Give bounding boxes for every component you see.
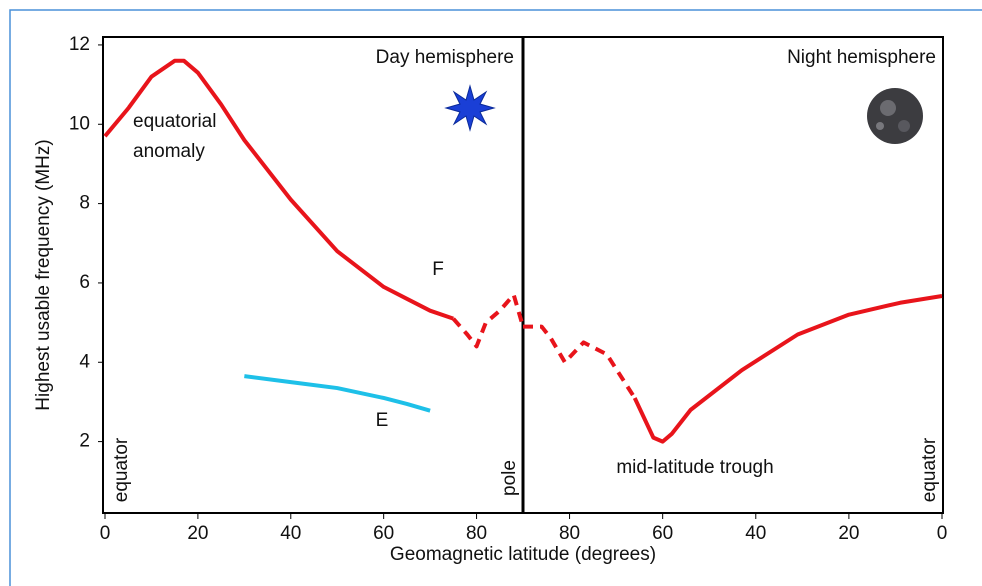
y-tick-label: 4 — [79, 351, 90, 372]
y-tick-label: 10 — [69, 113, 90, 134]
y-axis-label: Highest usable frequency (MHz) — [33, 139, 54, 410]
x-tick-label: 60 — [652, 523, 673, 544]
annotation: equator — [919, 437, 940, 502]
series-line — [103, 58, 454, 321]
series-label: F — [432, 259, 444, 280]
x-axis-label: Geomagnetic latitude (degrees) — [390, 544, 656, 565]
frame — [9, 9, 982, 586]
series-line — [632, 294, 943, 444]
y-tick-label: 8 — [79, 193, 90, 214]
y-tick-label: 12 — [69, 34, 90, 55]
series-line — [244, 374, 431, 413]
annotation: equatorial — [133, 111, 216, 132]
panel-title: Night hemisphere — [787, 47, 936, 68]
series-line — [451, 292, 525, 349]
annotation: mid-latitude trough — [616, 457, 773, 478]
series-label: E — [376, 410, 389, 431]
x-tick-label: 0 — [937, 523, 948, 544]
x-tick-label: 80 — [466, 523, 487, 544]
y-tick-label: 6 — [79, 272, 90, 293]
series-line — [523, 324, 637, 400]
moon-icon — [867, 88, 923, 144]
x-tick-label: 0 — [100, 523, 111, 544]
sun-icon — [444, 84, 496, 132]
x-tick-label: 60 — [373, 523, 394, 544]
annotation: pole — [499, 460, 520, 496]
x-tick-label: 20 — [187, 523, 208, 544]
x-tick-label: 40 — [280, 523, 301, 544]
x-tick-label: 20 — [838, 523, 859, 544]
annotation: anomaly — [133, 141, 205, 162]
y-tick-label: 2 — [79, 431, 90, 452]
panel-title: Day hemisphere — [376, 47, 514, 68]
annotation: equator — [111, 437, 132, 502]
x-tick-label: 80 — [559, 523, 580, 544]
x-tick-label: 40 — [745, 523, 766, 544]
